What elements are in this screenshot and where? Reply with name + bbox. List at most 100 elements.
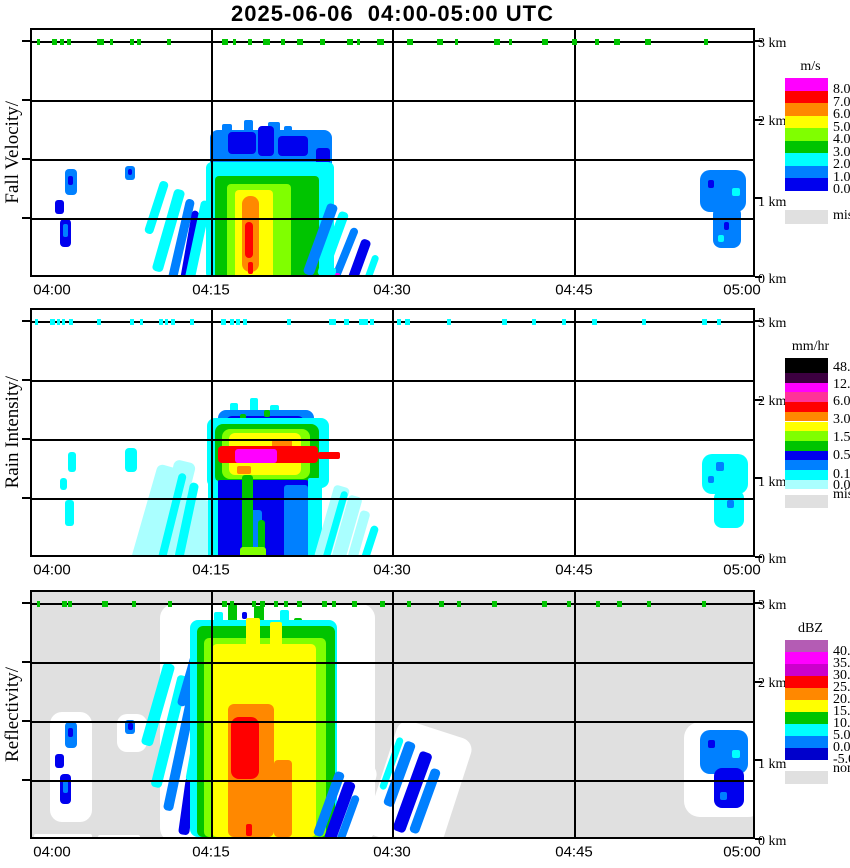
clutter-speckle [397, 319, 401, 325]
clutter-speckle [494, 39, 500, 45]
height-tick-label: 3 km [758, 316, 787, 331]
time-tick-label: 04:45 [555, 843, 593, 861]
echo-shape [284, 485, 308, 555]
legend-color-band [785, 440, 828, 451]
legend-value-label: 1.5 [833, 430, 850, 445]
clutter-speckle [320, 39, 325, 45]
echo-shape [245, 222, 253, 258]
clutter-speckle [617, 601, 622, 607]
clutter-speckle [263, 39, 270, 45]
echo-shape [714, 768, 744, 808]
legend-value-label: 0.1 [833, 467, 850, 482]
legend-value-label: 2.0 [833, 157, 850, 172]
plot-tick-right [755, 399, 762, 401]
plot-tick-left [22, 99, 30, 101]
time-tick-label: 04:00 [33, 843, 71, 861]
panel-rain-intensity [30, 308, 755, 557]
time-tick-label: 04:00 [33, 561, 71, 579]
echo-shape [280, 610, 289, 626]
plot-tick-left [22, 158, 30, 160]
grid-line-vertical [574, 30, 576, 275]
height-tick-label: 1 km [758, 757, 787, 772]
echo-shape [724, 222, 729, 230]
clutter-speckle [69, 319, 73, 325]
echo-shape [727, 500, 734, 508]
clutter-speckle [567, 601, 571, 607]
legend-color-band [785, 140, 828, 153]
grid-line-vertical [574, 310, 576, 555]
legend-color-band [785, 470, 828, 480]
clutter-speckle [502, 319, 507, 325]
legend-color-band [785, 178, 828, 191]
time-tick-label: 05:00 [723, 843, 761, 861]
clutter-speckle [702, 319, 707, 325]
clutter-speckle [595, 39, 599, 45]
plot-tick-left [22, 320, 30, 322]
echo-shape [34, 834, 92, 837]
legend-value-label: 4.0 [833, 132, 850, 147]
echo-shape [716, 462, 724, 471]
echo-shape [718, 235, 724, 242]
echo-shape [68, 728, 73, 737]
clutter-speckle [592, 319, 597, 325]
legend-units-label: mm/hr [791, 339, 830, 354]
legend-value-label: 25.0 [833, 680, 850, 695]
echo-shape [274, 760, 292, 837]
clutter-speckle [50, 319, 55, 325]
clutter-speckle [62, 601, 67, 607]
clutter-speckle [370, 319, 374, 325]
echo-shape [264, 410, 270, 417]
clutter-speckle [509, 39, 512, 45]
grid-line-vertical [211, 310, 213, 555]
legend-value-label: 3.0 [833, 412, 850, 427]
clutter-speckle [168, 601, 172, 607]
legend-color-band [785, 90, 828, 103]
legend-units-label: m/s [800, 59, 821, 74]
clutter-speckle [284, 601, 288, 607]
grid-line-vertical [574, 592, 576, 837]
plot-tick-right [755, 40, 762, 42]
echo-shape [318, 452, 340, 459]
legend-color-band [785, 431, 828, 441]
height-tick-label: 1 km [758, 475, 787, 490]
legend-color-band [785, 78, 828, 91]
plot-tick-left [22, 40, 30, 42]
clutter-speckle [364, 319, 368, 325]
clutter-speckle [167, 39, 171, 45]
legend-missing-label: miss [833, 208, 850, 223]
echo-shape [237, 466, 251, 474]
clutter-speckle [236, 319, 240, 325]
clutter-speckle [132, 601, 136, 607]
echo-shape [732, 750, 740, 758]
time-tick-label: 04:45 [555, 561, 593, 579]
clutter-speckle [645, 39, 651, 45]
legend-value-label: 15.0 [833, 704, 850, 719]
clutter-speckle [221, 319, 226, 325]
legend-color-band [785, 652, 828, 664]
echo-shape [208, 480, 218, 555]
height-tick-label: 2 km [758, 114, 787, 129]
clutter-speckle [347, 39, 353, 45]
legend-color-band [785, 724, 828, 736]
echo-shape [242, 475, 253, 555]
legend-missing-box [785, 210, 828, 224]
echo-shape [708, 476, 714, 483]
legend-color-band [785, 392, 828, 403]
legend-color-band [785, 712, 828, 724]
legend-value-label: 7.0 [833, 95, 850, 110]
echo-shape [248, 262, 253, 274]
legend-color-band [785, 460, 828, 470]
clutter-speckle [542, 601, 547, 607]
echo-shape [128, 169, 132, 175]
clutter-speckle [297, 39, 303, 45]
clutter-speckle [542, 39, 548, 45]
plot-tick-right [755, 556, 762, 558]
legend-value-label: 35.0 [833, 656, 850, 671]
clutter-speckle [60, 39, 64, 45]
plot-tick-right [755, 681, 762, 683]
echo-shape [720, 792, 727, 800]
plot-tick-right [755, 276, 762, 278]
clutter-speckle [230, 319, 234, 325]
echo-shape [700, 730, 748, 774]
